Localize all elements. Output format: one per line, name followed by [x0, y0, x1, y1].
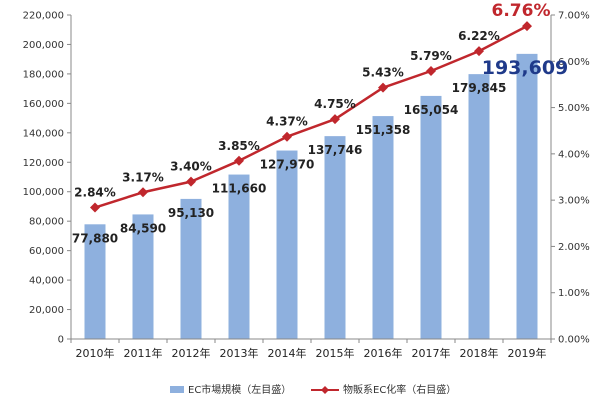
- legend: EC市場規模（左目盛） 物販系EC化率（右目盛）: [170, 383, 456, 396]
- bar-value-label: 95,130: [168, 206, 214, 220]
- left-tick-label: 100,000: [23, 187, 64, 198]
- x-tick-label: 2015年: [316, 346, 355, 360]
- right-tick-label: 4.00%: [558, 149, 590, 160]
- left-tick-label: 60,000: [29, 246, 64, 257]
- bar: [516, 53, 538, 339]
- bar: [420, 95, 442, 339]
- legend-line-marker: [321, 386, 329, 394]
- left-tick-label: 20,000: [29, 305, 64, 316]
- x-tick-label: 2019年: [508, 346, 547, 360]
- line-point: [330, 114, 340, 125]
- line-point: [474, 46, 484, 57]
- rate-value-label: 3.85%: [218, 139, 260, 153]
- rate-value-label: 6.22%: [458, 29, 500, 43]
- x-tick-label: 2012年: [172, 346, 211, 360]
- bar: [180, 198, 202, 339]
- line-point: [282, 131, 292, 142]
- left-tick-label: 40,000: [29, 276, 64, 287]
- line-point: [234, 155, 244, 166]
- rate-value-label: 6.76%: [492, 1, 551, 21]
- left-axis: 0 20,000 40,000 60,000 80,000 100,000 120,000 1…: [23, 11, 72, 346]
- line-point: [522, 21, 532, 32]
- x-tick-label: 2017年: [412, 346, 451, 360]
- right-tick-label: 6.00%: [558, 57, 590, 68]
- left-tick-label: 140,000: [23, 128, 64, 139]
- rate-value-label: 5.79%: [410, 49, 452, 63]
- bar: [324, 136, 346, 339]
- left-tick-label: 160,000: [23, 99, 64, 110]
- bar-value-label: 179,845: [452, 81, 507, 95]
- right-axis: 0.00% 1.00% 2.00% 3.00% 4.00% 5.00% 6.00% 7.00%: [550, 11, 590, 346]
- right-tick-label: 1.00%: [558, 288, 590, 299]
- bar: [276, 150, 298, 339]
- left-tick-label: 180,000: [23, 69, 64, 80]
- bar: [84, 224, 106, 339]
- legend-bar-label: EC市場規模（左目盛）: [188, 383, 291, 396]
- left-tick-label: 220,000: [23, 11, 64, 22]
- bar: [468, 74, 490, 340]
- right-tick-label: 5.00%: [558, 103, 590, 114]
- line-series: [90, 21, 532, 213]
- legend-bar-swatch: [170, 386, 184, 393]
- x-tick-label: 2014年: [268, 346, 307, 360]
- bar-value-label: 151,358: [356, 123, 411, 137]
- right-tick-label: 0.00%: [558, 335, 590, 346]
- left-tick-label: 80,000: [29, 217, 64, 228]
- line-point: [186, 176, 196, 187]
- bar-value-label: 165,054: [404, 103, 459, 117]
- left-tick-label: 120,000: [23, 158, 64, 169]
- right-tick-label: 2.00%: [558, 242, 590, 253]
- x-axis: 2010年 2011年 2012年 2013年 2014年 2015年 2016年 2017年…: [70, 338, 552, 360]
- bar: [228, 174, 250, 339]
- x-tick-label: 2011年: [124, 346, 163, 360]
- left-tick-label: 200,000: [23, 40, 64, 51]
- right-tick-label: 7.00%: [558, 11, 590, 22]
- bar-value-label: 127,970: [260, 158, 315, 172]
- x-tick-label: 2018年: [460, 346, 499, 360]
- left-tick-label: 0: [58, 335, 64, 346]
- rate-value-label: 4.75%: [314, 97, 356, 111]
- legend-line-label: 物販系EC化率（右目盛）: [343, 383, 456, 396]
- bar-value-label: 84,590: [120, 221, 166, 235]
- bar-value-label: 137,746: [308, 143, 363, 157]
- rate-value-label: 2.84%: [74, 186, 116, 200]
- bar-value-label: 111,660: [212, 182, 267, 196]
- line-point: [138, 187, 148, 198]
- x-tick-label: 2010年: [76, 346, 115, 360]
- rate-value-label: 3.40%: [170, 160, 212, 174]
- x-tick-label: 2013年: [220, 346, 259, 360]
- bar-value-label: 77,880: [72, 231, 118, 245]
- line-point: [378, 82, 388, 93]
- rate-line: [94, 24, 528, 209]
- bar-value-label: 193,609: [482, 57, 569, 79]
- bar-series: [84, 53, 538, 340]
- bar: [132, 214, 154, 339]
- rate-value-label: 4.37%: [266, 115, 308, 129]
- rate-value-label: 5.43%: [362, 66, 404, 80]
- line-point: [426, 66, 436, 77]
- line-point: [90, 202, 100, 213]
- right-tick-label: 3.00%: [558, 196, 590, 207]
- rate-value-label: 3.17%: [122, 170, 164, 184]
- x-tick-label: 2016年: [364, 346, 403, 360]
- bar: [372, 116, 394, 339]
